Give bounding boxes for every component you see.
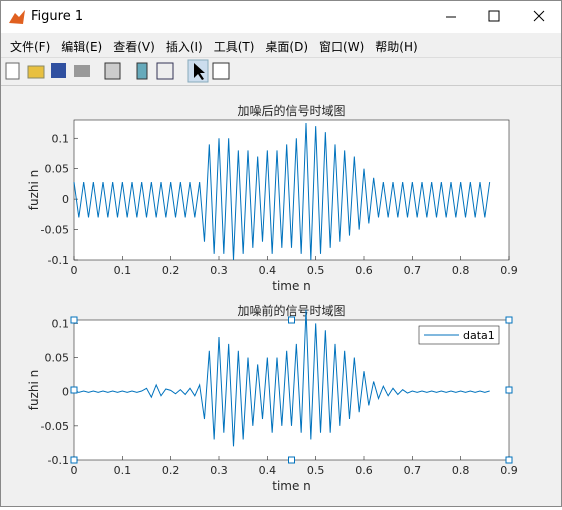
- x-tick-label: 0.9: [500, 264, 518, 277]
- y-tick-label: 0.1: [52, 317, 70, 330]
- menu-item[interactable]: 查看(V): [113, 40, 155, 54]
- menu-item[interactable]: 插入(I): [165, 40, 203, 54]
- y-tick-label: -0.1: [48, 454, 69, 467]
- x-tick-label: 0.6: [355, 464, 373, 477]
- y-tick-label: 0: [62, 386, 69, 399]
- x-tick-label: 0.5: [307, 464, 325, 477]
- menu-item[interactable]: 工具(T): [213, 40, 255, 54]
- x-axis-label: time n: [272, 279, 311, 293]
- legend-label: data1: [463, 329, 495, 342]
- window-title: Figure 1: [31, 9, 84, 24]
- figure-area: 0 0.1 0.2 0.3 0.4 0.5 0.6 0.7 0.8 0.9 -0.1 -0.05 0 0.…: [27, 103, 518, 493]
- y-axis-label: fuzhi n: [27, 170, 41, 211]
- menu-item[interactable]: 文件(F): [10, 40, 51, 54]
- selection-handle: [288, 456, 295, 464]
- toolbar: [1, 57, 561, 86]
- x-tick-label: 0: [71, 464, 78, 477]
- signal-line: [73, 309, 490, 447]
- app-icon: [9, 10, 25, 24]
- signal-line: [73, 123, 491, 261]
- x-tick-label: 0.5: [307, 264, 325, 277]
- x-tick-label: 0.7: [404, 464, 422, 477]
- y-tick-label: 0.05: [45, 163, 70, 176]
- menu-item[interactable]: 窗口(W): [319, 40, 365, 54]
- selection-handle: [288, 316, 295, 324]
- x-tick-label: 0.6: [355, 264, 373, 277]
- selection-handle: [70, 386, 78, 394]
- x-tick-label: 0.3: [210, 464, 228, 477]
- x-tick-label: 0.1: [114, 264, 132, 277]
- window-controls[interactable]: [431, 1, 561, 33]
- y-tick-label: -0.05: [41, 224, 69, 237]
- x-tick-label: 0.4: [259, 464, 277, 477]
- y-tick-label: -0.1: [48, 254, 69, 267]
- x-axis-label: time n: [272, 479, 311, 493]
- title-bar: Figure 1: [1, 1, 561, 33]
- y-tick-label: 0: [62, 193, 69, 206]
- y-tick-label: 0.1: [52, 132, 70, 145]
- x-tick-label: 0.4: [259, 264, 277, 277]
- x-tick-label: 0.1: [114, 464, 132, 477]
- x-tick-label: 0.8: [452, 264, 470, 277]
- toolbar-icons[interactable]: [1, 58, 241, 85]
- x-tick-label: 0.2: [162, 264, 180, 277]
- selection-handle: [70, 316, 78, 324]
- y-axis-label: fuzhi n: [27, 370, 41, 411]
- axes-title: 加噪前的信号时域图: [237, 303, 345, 318]
- selection-handle: [70, 456, 78, 464]
- menu-bar: 文件(F) 编辑(E) 查看(V) 插入(I) 工具(T) 桌面(D) 窗口(W) 帮助(H): [1, 33, 561, 57]
- x-tick-label: 0: [71, 264, 78, 277]
- x-tick-label: 0.2: [162, 464, 180, 477]
- x-tick-label: 0.3: [210, 264, 228, 277]
- x-tick-label: 0.9: [500, 464, 518, 477]
- x-tick-label: 0.8: [452, 464, 470, 477]
- y-tick-label: 0.05: [45, 352, 70, 365]
- axes-title: 加噪后的信号时域图: [237, 103, 345, 118]
- menu-item[interactable]: 桌面(D): [265, 40, 309, 54]
- y-tick-label: -0.05: [41, 420, 69, 433]
- selection-handle: [505, 316, 513, 324]
- x-tick-label: 0.7: [404, 264, 422, 277]
- selection-handle: [505, 456, 513, 464]
- selection-handle: [505, 386, 513, 394]
- menu-item[interactable]: 编辑(E): [61, 40, 103, 54]
- menu-item[interactable]: 帮助(H): [375, 40, 418, 54]
